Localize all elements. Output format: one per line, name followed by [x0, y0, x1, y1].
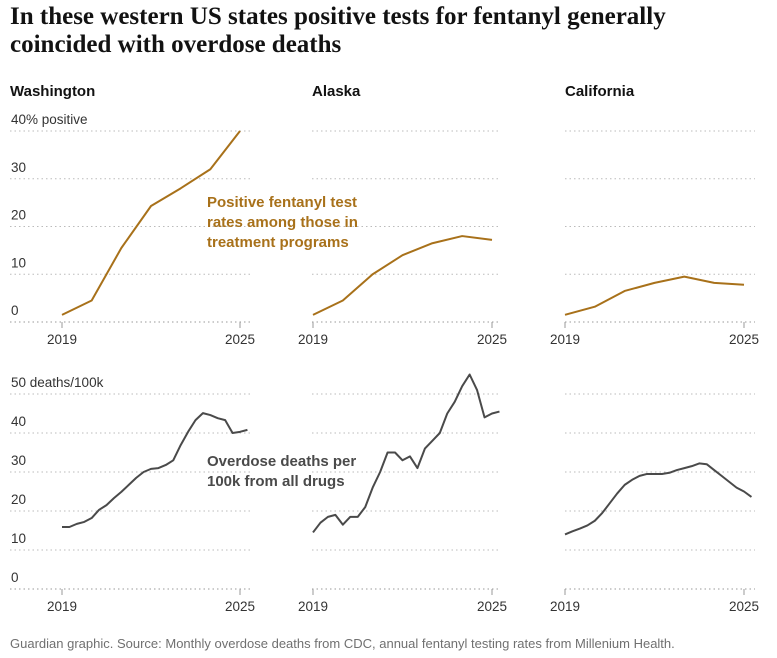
y-tick-label: 10	[11, 531, 26, 546]
x-tick-label: 2025	[729, 332, 759, 347]
data-line	[564, 275, 745, 316]
panel-title: Washington	[10, 83, 95, 100]
x-tick-label: 2019	[550, 332, 580, 347]
y-tick-label: 0	[11, 570, 19, 585]
annotation: Overdose deaths per 100k from all drugs	[207, 453, 357, 490]
data-line	[61, 130, 241, 316]
annotation: Positive fentanyl test rates among those…	[207, 194, 358, 251]
x-tick-label: 2019	[47, 332, 77, 347]
y-tick-label: 30	[11, 453, 26, 468]
y-tick-label: 30	[11, 160, 26, 175]
panel-title: Alaska	[312, 83, 361, 100]
y-tick-label: 20	[11, 208, 26, 223]
y-tick-label: 0	[11, 303, 19, 318]
panel-title: California	[565, 83, 635, 100]
data-line	[312, 235, 493, 316]
y-tick-label: 40% positive	[11, 112, 88, 127]
chart: Washington 0 10 20 30 40% positive 2019 2025 Ala…	[10, 83, 759, 614]
x-tick-label: 2025	[477, 332, 507, 347]
x-tick-label: 2019	[47, 599, 77, 614]
page-title: In these western US states positive test…	[10, 3, 666, 58]
source-note: Guardian graphic. Source: Monthly overdo…	[10, 636, 675, 651]
x-tick-label: 2025	[225, 332, 255, 347]
x-tick-label: 2025	[225, 599, 255, 614]
x-tick-label: 2025	[477, 599, 507, 614]
y-tick-label: 50 deaths/100k	[11, 375, 104, 390]
y-tick-label: 20	[11, 492, 26, 507]
y-tick-label: 40	[11, 414, 26, 429]
x-tick-label: 2025	[729, 599, 759, 614]
x-tick-label: 2019	[298, 599, 328, 614]
x-tick-label: 2019	[298, 332, 328, 347]
data-line	[62, 412, 248, 528]
y-tick-label: 10	[11, 255, 26, 270]
data-line	[312, 373, 500, 534]
x-tick-label: 2019	[550, 599, 580, 614]
data-line	[564, 462, 753, 536]
